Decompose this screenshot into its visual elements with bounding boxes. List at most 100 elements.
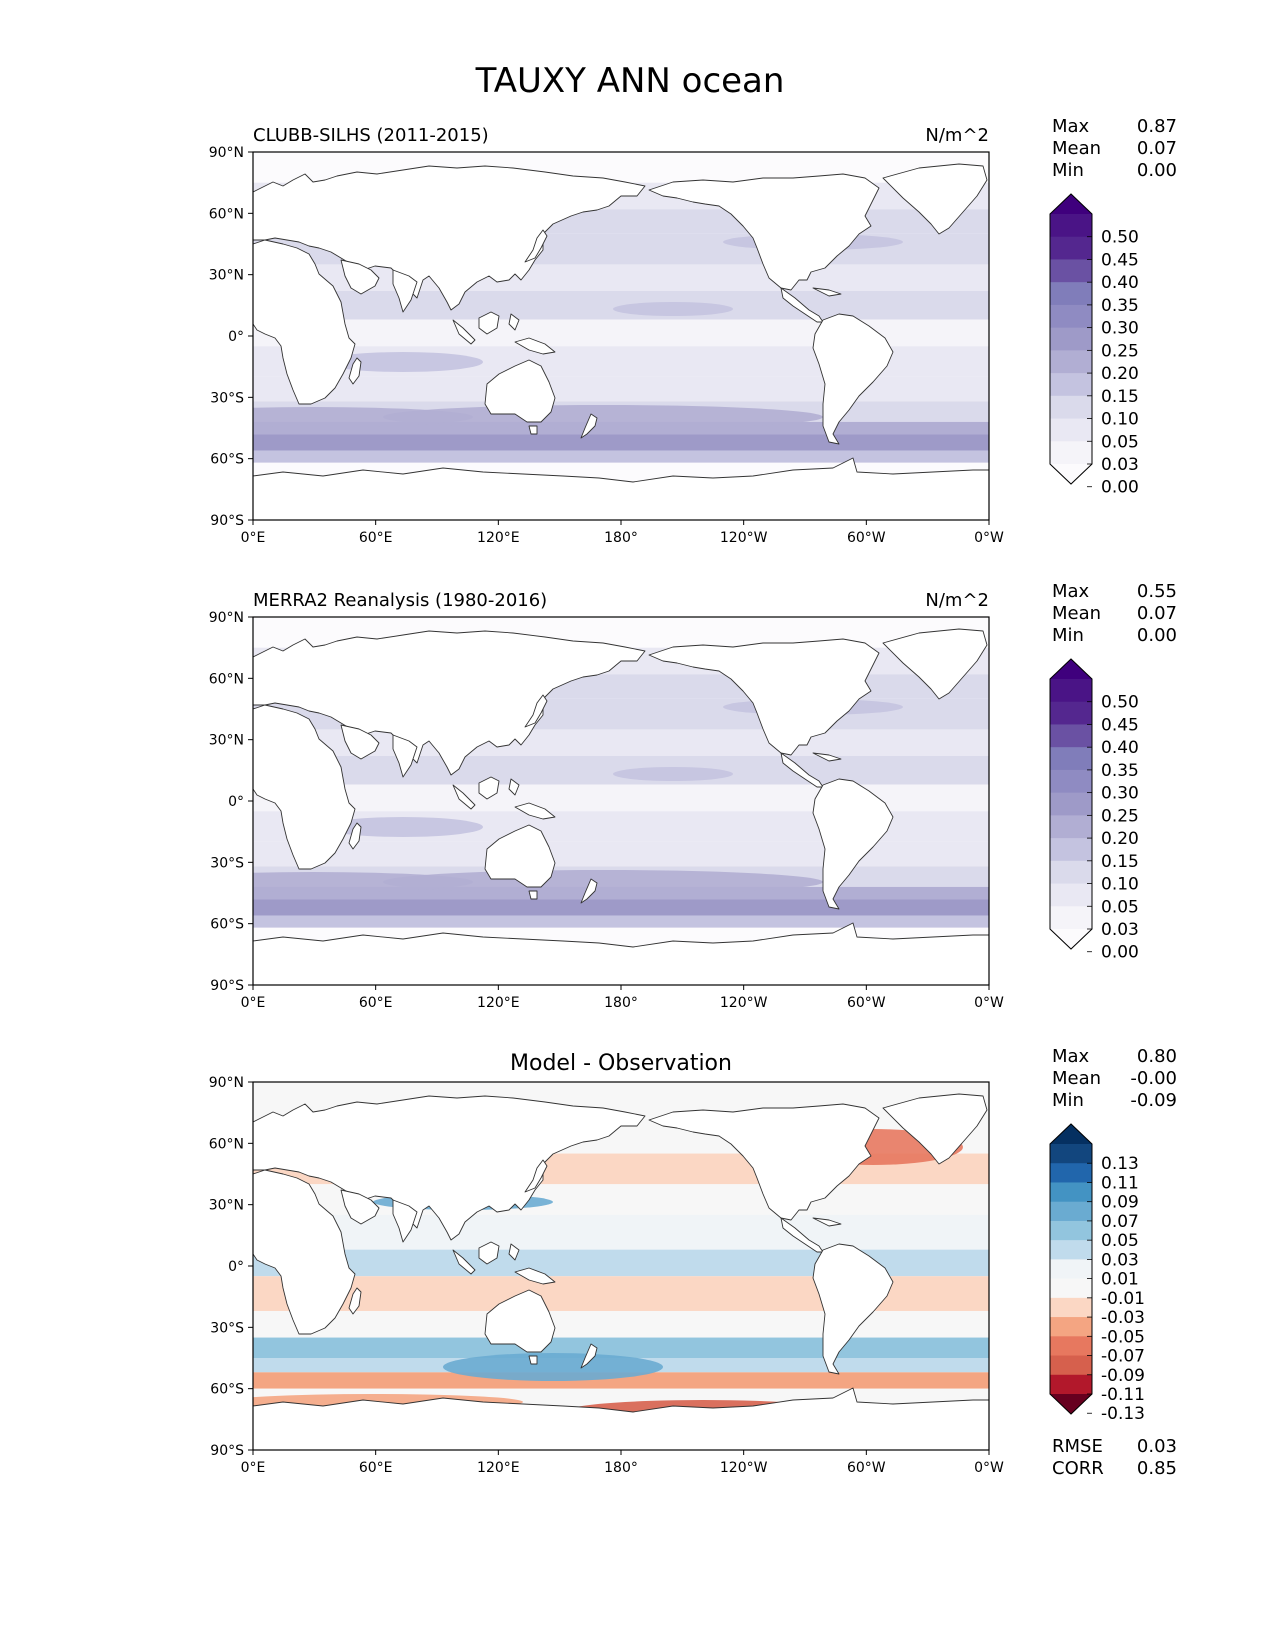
y-tick-label: 60°N — [209, 206, 244, 222]
stat-label: Min — [1052, 1090, 1084, 1111]
colorbar-extend-min — [1050, 464, 1092, 484]
x-tick-label: 120°W — [720, 530, 768, 546]
colorbar-label: 0.11 — [1101, 1173, 1139, 1193]
colorbar-extend-max — [1050, 659, 1092, 679]
colorbar-segment — [1050, 418, 1092, 442]
x-tick-label: 60°W — [847, 530, 886, 546]
extra-stat-value: 0.85 — [1137, 1458, 1177, 1479]
colorbar-label: 0.30 — [1101, 784, 1139, 804]
colorbar-segment — [1050, 1220, 1092, 1241]
x-tick-label: 0°E — [241, 530, 266, 546]
stat-label: Mean — [1052, 138, 1101, 159]
extra-stat-label: RMSE — [1052, 1436, 1103, 1457]
x-tick-label: 60°W — [847, 995, 886, 1011]
y-tick-label: 30°S — [210, 1320, 244, 1336]
stat-value: -0.00 — [1130, 1068, 1177, 1089]
colorbar-diff: 0.130.110.090.070.050.030.01-0.01-0.03-0… — [1049, 1123, 1145, 1424]
colorbar-label: 0.15 — [1101, 387, 1139, 407]
colorbar-segment — [1050, 815, 1092, 839]
colorbar-segment — [1050, 883, 1092, 907]
x-tick-label: 0°E — [241, 1460, 266, 1476]
x-tick-label: 0°W — [974, 530, 1004, 546]
x-tick-label: 180° — [604, 1460, 638, 1476]
colorbar-segment — [1050, 214, 1092, 238]
x-tick-label: 60°E — [359, 530, 393, 546]
colorbar-label: -0.11 — [1101, 1385, 1145, 1405]
colorbar-segment — [1050, 724, 1092, 748]
panel-units: N/m^2 — [925, 590, 989, 611]
panel-title-left: MERRA2 Reanalysis (1980-2016) — [253, 590, 547, 611]
stat-label: Mean — [1052, 603, 1101, 624]
x-tick-label: 0°W — [974, 995, 1004, 1011]
colorbar-label: 0.10 — [1101, 875, 1139, 895]
colorbar-segment — [1050, 1374, 1092, 1395]
colorbar-label: 0.05 — [1101, 432, 1139, 452]
colorbar-label: -0.01 — [1101, 1289, 1145, 1309]
colorbar-label: 0.45 — [1101, 715, 1139, 735]
figure-title: TAUXY ANN ocean — [475, 61, 785, 101]
y-tick-label: 0° — [228, 794, 244, 810]
y-tick-label: 90°S — [210, 978, 244, 994]
y-tick-label: 30°N — [209, 733, 244, 749]
colorbar-segment — [1050, 906, 1092, 930]
y-tick-label: 90°N — [209, 610, 244, 626]
colorbar-segment — [1050, 1259, 1092, 1280]
stat-label: Max — [1052, 116, 1090, 137]
colorbar-extend-max — [1050, 194, 1092, 214]
colorbar-segment — [1050, 1144, 1092, 1164]
colorbar-segment — [1050, 1297, 1092, 1318]
stat-value: 0.07 — [1137, 603, 1177, 624]
stat-value: 0.00 — [1137, 625, 1177, 646]
colorbar-extend-max — [1050, 1124, 1092, 1144]
y-tick-label: 60°N — [209, 1136, 244, 1152]
colorbar-segment — [1050, 395, 1092, 420]
stat-label: Min — [1052, 160, 1084, 181]
colorbar-label: 0.09 — [1101, 1193, 1139, 1213]
colorbar-segment — [1050, 860, 1092, 885]
colorbar-label: 0.40 — [1101, 738, 1139, 758]
y-tick-label: 90°N — [209, 145, 244, 161]
colorbar-label: 0.03 — [1101, 920, 1139, 940]
map-diff — [253, 1082, 989, 1450]
colorbar-segment — [1050, 1201, 1092, 1222]
stat-label: Min — [1052, 625, 1084, 646]
colorbar-label: 0.35 — [1101, 296, 1139, 316]
x-tick-label: 120°E — [477, 530, 520, 546]
stat-label: Max — [1052, 1046, 1090, 1067]
colorbar-label: 0.35 — [1101, 761, 1139, 781]
colorbar-label: -0.05 — [1101, 1327, 1145, 1347]
colorbar-obs: 0.500.45 0.40 0.35 0.300.25 0.20 0.15 0.100.05… — [1049, 658, 1139, 963]
colorbar-segment — [1050, 838, 1092, 862]
y-tick-label: 0° — [228, 329, 244, 345]
colorbar-segment — [1050, 1163, 1092, 1183]
x-tick-label: 120°W — [720, 995, 768, 1011]
colorbar-segment — [1050, 769, 1092, 794]
stat-value: 0.00 — [1137, 160, 1177, 181]
stat-value: 0.80 — [1137, 1046, 1177, 1067]
colorbar-segment — [1050, 1240, 1092, 1260]
colorbar-label: 0.01 — [1101, 1270, 1139, 1290]
map-obs — [253, 617, 989, 985]
colorbar-label: 0.00 — [1101, 478, 1139, 498]
y-tick-label: 30°S — [210, 855, 244, 871]
y-tick-label: 60°S — [210, 917, 244, 933]
stat-value: -0.09 — [1130, 1090, 1177, 1111]
panel-title-left: CLUBB-SILHS (2011-2015) — [253, 125, 489, 146]
y-tick-label: 0° — [228, 1259, 244, 1275]
stat-value: 0.07 — [1137, 138, 1177, 159]
colorbar-label: -0.09 — [1101, 1366, 1145, 1386]
y-tick-label: 30°S — [210, 390, 244, 406]
x-tick-label: 180° — [604, 530, 638, 546]
y-tick-label: 30°N — [209, 268, 244, 284]
colorbar-segment — [1050, 1355, 1092, 1376]
colorbar-segment — [1050, 747, 1092, 771]
colorbar-label: 0.45 — [1101, 250, 1139, 270]
y-tick-label: 60°S — [210, 452, 244, 468]
colorbar-label: 0.25 — [1101, 341, 1139, 361]
colorbar-segment — [1050, 441, 1092, 465]
colorbar-extend-min — [1050, 929, 1092, 949]
colorbar-model: 0.500.45 0.40 0.35 0.300.25 0.20 0.15 0.100.05… — [1049, 193, 1139, 498]
colorbar-label: 0.15 — [1101, 852, 1139, 872]
x-tick-label: 120°W — [720, 1460, 768, 1476]
